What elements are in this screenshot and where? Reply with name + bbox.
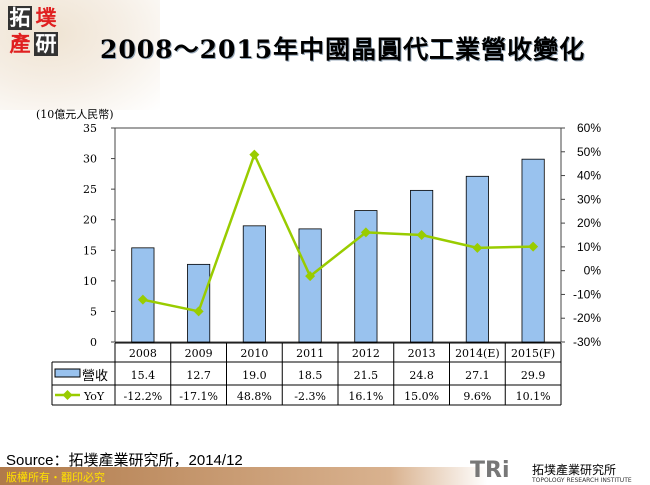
revenue-data-label: 21.5	[354, 369, 379, 382]
brand-name-en: TOPOLOGY RESEARCH INSTITUTE	[532, 477, 632, 484]
revenue-data-label: 19.0	[242, 369, 267, 382]
copyright-text: 版權所有・翻印必究	[6, 471, 105, 484]
yoy-data-label: 9.6%	[463, 390, 491, 403]
revenue-bar	[465, 175, 489, 343]
yoy-data-label: 10.1%	[516, 390, 551, 403]
yoy-marker	[472, 242, 483, 253]
left-tick-label: 25	[83, 183, 97, 196]
revenue-data-label: 12.7	[186, 369, 211, 382]
right-tick-label: 40%	[577, 169, 601, 183]
legend-yoy-label: YoY	[83, 390, 105, 403]
source-text: Source：拓墣產業研究所，2014/12	[6, 452, 243, 469]
revenue-data-label: 27.1	[465, 369, 490, 382]
right-tick-label: 60%	[577, 121, 601, 135]
yoy-data-label: -12.2%	[124, 390, 163, 403]
revenue-bar	[187, 263, 211, 343]
right-tick-label: -20%	[573, 311, 601, 325]
yoy-marker	[249, 149, 260, 160]
yoy-marker	[360, 227, 371, 238]
left-tick-label: 5	[90, 305, 97, 318]
right-tick-label: 50%	[577, 145, 601, 159]
logo-char: 墣	[35, 6, 57, 30]
revenue-bar	[410, 189, 434, 343]
revenue-data-label: 15.4	[131, 369, 156, 382]
y-axis-unit-label: (10億元人民幣)	[36, 108, 114, 121]
page-title: 2008～2015年中國晶圓代工業營收變化	[100, 35, 586, 64]
yoy-data-label: -17.1%	[179, 390, 218, 403]
category-label: 2009	[185, 347, 213, 360]
left-tick-label: 20	[83, 214, 97, 227]
brand-mark: TRi	[470, 458, 510, 483]
yoy-data-label: 48.8%	[237, 390, 272, 403]
yoy-marker	[528, 241, 539, 252]
category-label: 2015(F)	[511, 347, 555, 360]
left-tick-label: 10	[83, 275, 97, 288]
left-tick-label: 30	[83, 153, 97, 166]
legend-yoy-marker	[62, 390, 73, 400]
yoy-marker	[305, 271, 316, 282]
revenue-bar	[298, 228, 322, 343]
category-label: 2011	[296, 347, 324, 360]
logo-char: 拓	[8, 6, 32, 30]
yoy-marker	[416, 230, 427, 240]
yoy-line	[142, 151, 534, 313]
plot-frame	[114, 127, 562, 343]
category-label: 2008	[129, 347, 157, 360]
category-label: 2010	[240, 347, 268, 360]
revenue-data-label: 18.5	[298, 369, 323, 382]
right-tick-label: 0%	[584, 264, 602, 278]
yoy-data-label: 16.1%	[348, 390, 383, 403]
yoy-marker	[137, 294, 148, 305]
yoy-data-label: 15.0%	[404, 390, 439, 403]
right-tick-label: 10%	[577, 240, 601, 254]
yoy-marker	[193, 306, 204, 317]
left-tick-label: 15	[83, 244, 97, 257]
right-tick-label: 20%	[577, 216, 601, 230]
revenue-data-label: 29.9	[521, 369, 546, 382]
category-label: 2012	[352, 347, 380, 360]
category-label: 2014(E)	[455, 347, 500, 360]
category-label: 2013	[408, 347, 436, 360]
left-tick-label: 0	[90, 336, 97, 349]
right-tick-label: 30%	[577, 192, 601, 206]
right-tick-label: -30%	[573, 335, 601, 349]
legend-revenue-swatch	[54, 368, 81, 378]
brand-name-cn: 拓墣產業研究所	[532, 463, 617, 477]
logo: 拓 墣 產 研	[8, 6, 60, 58]
revenue-data-label: 24.8	[409, 369, 434, 382]
logo-char: 產	[9, 32, 31, 56]
yoy-data-label: -2.3%	[294, 390, 326, 403]
revenue-bar	[354, 210, 378, 343]
footer-bar: 版權所有・翻印必究	[0, 467, 650, 485]
right-tick-label: -10%	[573, 287, 601, 301]
legend-revenue-label: 營收	[82, 369, 108, 384]
left-tick-label: 35	[83, 122, 97, 135]
logo-char: 研	[34, 32, 58, 56]
revenue-bar	[242, 225, 266, 343]
